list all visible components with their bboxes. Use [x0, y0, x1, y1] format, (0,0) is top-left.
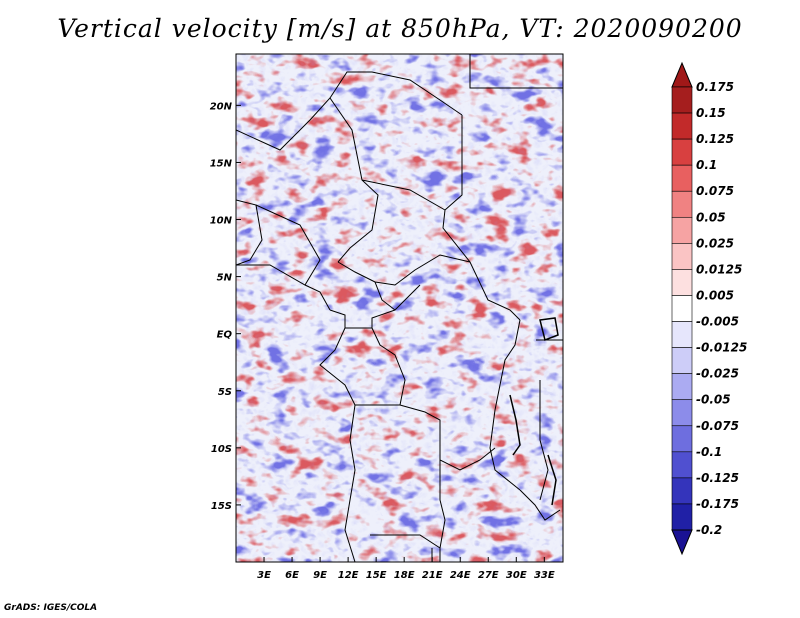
border-line [344, 404, 356, 562]
lakes [509, 317, 559, 506]
colorbar-label: -0.005 [696, 315, 739, 329]
colorbar-label: -0.2 [696, 523, 722, 537]
colorbar-label: 0.15 [696, 106, 726, 120]
border-line [255, 204, 321, 286]
lat-tick-label: EQ [217, 330, 233, 341]
lon-tick-label: 9E [313, 570, 327, 581]
longitude-axis: 3E 6E 9E 12E 15E 18E 21E 24E 27E 30E 33E [257, 557, 555, 581]
border-line [329, 97, 379, 263]
lat-tick-label: 20N [210, 101, 233, 112]
colorbar-label: 0.1 [696, 158, 717, 172]
chart-title: Vertical velocity [m/s] at 850hPa, VT: 2… [57, 14, 743, 43]
colorbar-swatch [671, 216, 693, 244]
border-line [439, 460, 446, 562]
colorbar-label: 0.05 [696, 210, 726, 224]
lon-tick-label: 21E [422, 570, 443, 581]
colorbar-swatch [671, 112, 693, 140]
colorbar-label: 0.125 [696, 132, 734, 146]
colorbar-label: -0.025 [696, 367, 739, 381]
colorbar-swatch [671, 138, 693, 166]
lon-tick-label: 3E [257, 570, 271, 581]
lon-tick-label: 12E [338, 570, 359, 581]
velocity-texture [236, 54, 563, 562]
colorbar-swatch [671, 321, 693, 348]
lon-tick-label: 18E [394, 570, 415, 581]
border-line [370, 534, 441, 549]
border-line [489, 319, 521, 491]
border-line [236, 264, 331, 311]
lake-outline [539, 317, 559, 342]
colorbar: 0.175 0.15 0.125 0.1 0.075 0.05 0.025 0.0125 0.0… [671, 61, 747, 556]
colorbar-swatch [671, 477, 693, 505]
country-borders [236, 54, 563, 562]
lake-outline [509, 394, 521, 456]
colorbar-swatch [671, 86, 693, 114]
lat-tick-label: 10S [211, 444, 232, 455]
border-line [355, 404, 496, 471]
colorbar-label: 0.175 [696, 80, 734, 94]
lon-tick-label: 24E [450, 570, 471, 581]
border-line [236, 199, 263, 266]
colorbar-swatch [671, 399, 693, 427]
colorbar-label: 0.025 [696, 236, 734, 250]
lon-tick-label: 27E [478, 570, 499, 581]
border-line [469, 54, 563, 89]
colorbar-label: -0.175 [696, 497, 739, 511]
border-line [337, 254, 471, 286]
colorbar-swatch [671, 373, 693, 401]
border-line [539, 380, 549, 501]
lon-tick-label: 6E [285, 570, 299, 581]
lat-tick-label: 10N [210, 216, 233, 227]
colorbar-label: -0.0125 [696, 341, 747, 355]
lake-outline [547, 454, 557, 506]
lat-tick-label: 15N [210, 158, 233, 169]
colorbar-label: 0.005 [696, 288, 734, 302]
lon-tick-label: 33E [534, 570, 555, 581]
lat-tick-label: 5N [217, 273, 233, 284]
colorbar-label: -0.075 [696, 419, 739, 433]
colorbar-label: -0.05 [696, 393, 731, 407]
colorbar-label: 0.0125 [696, 262, 742, 276]
colorbar-swatch [671, 295, 693, 322]
colorbar-label: 0.075 [696, 184, 734, 198]
lat-tick-label: 15S [211, 501, 232, 512]
colorbar-upper-arrow [671, 61, 693, 88]
colorbar-swatch [671, 269, 693, 296]
latitude-axis: 20N 15N 10N 5N EQ 5S 10S 15S [210, 101, 241, 512]
colorbar-swatch [671, 451, 693, 479]
colorbar-swatch [671, 190, 693, 218]
colorbar-swatch [671, 425, 693, 453]
map-panel [236, 54, 563, 562]
colorbar-swatch [671, 503, 693, 531]
colorbar-label: -0.125 [696, 471, 739, 485]
lon-tick-label: 15E [366, 570, 387, 581]
colorbar-swatch [671, 347, 693, 374]
border-line [319, 327, 356, 406]
colorbar-lower-arrow [671, 529, 693, 556]
grads-credit: GrADS: IGES/COLA [4, 603, 98, 613]
border-line [236, 71, 463, 151]
colorbar-swatch [671, 243, 693, 270]
lat-tick-label: 5S [218, 387, 232, 398]
border-line [442, 115, 521, 321]
colorbar-label: -0.1 [696, 445, 722, 459]
map-frame [235, 53, 564, 563]
border-line [519, 489, 561, 521]
lon-tick-label: 30E [506, 570, 527, 581]
border-line [361, 179, 446, 211]
border-line [371, 327, 406, 406]
border-line [329, 309, 396, 329]
colorbar-swatch [671, 164, 693, 192]
